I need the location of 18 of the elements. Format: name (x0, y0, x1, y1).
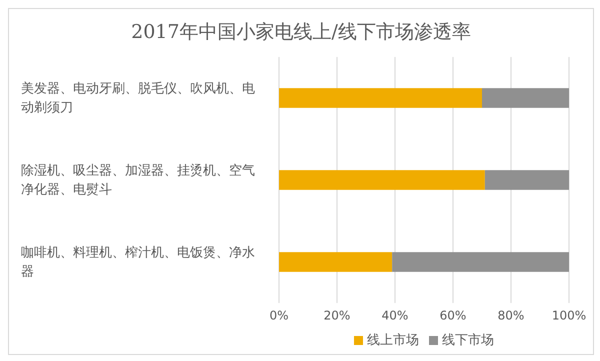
legend-label: 线上市场 (367, 333, 419, 348)
bar (484, 170, 569, 190)
x-tick-label: 80% (498, 308, 524, 323)
legend-label: 线下市场 (442, 333, 494, 348)
chart-title: 2017年中国小家电线上/线下市场渗透率 (130, 20, 472, 45)
x-tick-label: 100% (552, 308, 586, 323)
bar (482, 88, 569, 108)
x-tick-label: 40% (382, 308, 408, 323)
x-tick-label: 20% (324, 308, 350, 323)
bar (392, 252, 569, 272)
x-tick-label: 60% (440, 308, 466, 323)
bar (279, 170, 485, 190)
bar (279, 252, 392, 272)
y-tick-label: 除湿机、吸尘器、加湿器、挂烫机、空气净化器、电熨斗 (21, 163, 255, 197)
y-tick-label: 美发器、电动牙刷、脱毛仪、吹风机、电动剃须刀 (21, 80, 255, 115)
y-tick-label: 咖啡机、料理机、榨汁机、电饭煲、净水器 (21, 245, 255, 279)
bar (279, 88, 482, 108)
x-tick-label: 0% (269, 308, 289, 323)
